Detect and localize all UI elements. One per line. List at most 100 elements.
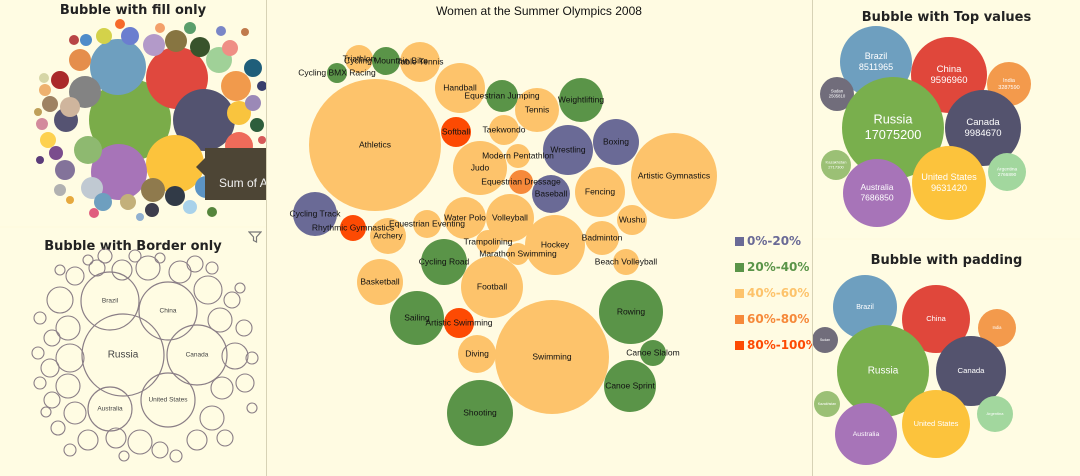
bubble-taekwondo[interactable] (489, 115, 519, 145)
bubble[interactable] (155, 23, 165, 33)
bubble[interactable] (65, 266, 85, 286)
bubble-volleyball[interactable] (486, 194, 534, 242)
bubble[interactable] (250, 118, 264, 132)
bubble[interactable] (223, 291, 241, 309)
bubble-argentina[interactable] (988, 153, 1026, 191)
bubble-handball[interactable] (435, 63, 485, 113)
bubble[interactable] (165, 30, 187, 52)
bubble-australia[interactable] (843, 159, 911, 227)
bubble[interactable] (244, 59, 262, 77)
bubble-rhythmic-gymnastics[interactable] (340, 215, 366, 241)
bubble[interactable] (222, 40, 238, 56)
bubble[interactable] (234, 282, 246, 294)
bubble-shooting[interactable] (447, 380, 513, 446)
bubble-table-tennis[interactable] (400, 42, 440, 82)
bubble[interactable] (74, 136, 102, 164)
bubble[interactable] (81, 177, 103, 199)
bubble[interactable] (91, 144, 147, 200)
bubble[interactable] (184, 22, 196, 34)
bubble-trampolining[interactable] (476, 230, 500, 254)
bubble[interactable] (33, 376, 47, 390)
bubble-india[interactable] (978, 309, 1016, 347)
bubble[interactable] (31, 346, 45, 360)
bubble-badminton[interactable] (585, 221, 619, 255)
bubble[interactable] (186, 255, 204, 273)
legend-item[interactable]: 20%-40% (735, 254, 818, 280)
legend-item[interactable]: 60%-80% (735, 306, 818, 332)
bubble-rowing[interactable] (599, 280, 663, 344)
bubble[interactable] (190, 37, 210, 57)
bubble[interactable] (127, 429, 153, 455)
bubble-athletics[interactable] (309, 79, 441, 211)
bubble[interactable] (96, 28, 112, 44)
bubble[interactable] (36, 156, 44, 164)
bubble-russia[interactable] (81, 313, 165, 397)
bubble[interactable] (141, 178, 165, 202)
bubble-judo[interactable] (453, 141, 507, 195)
bubble-argentina[interactable] (977, 396, 1013, 432)
bubble[interactable] (50, 420, 66, 436)
bubble-weightlifting[interactable] (559, 78, 603, 122)
bubble[interactable] (183, 200, 197, 214)
bubble-china[interactable] (138, 281, 198, 341)
bubble[interactable] (55, 315, 81, 341)
bubble[interactable] (151, 441, 169, 459)
bubble[interactable] (36, 118, 48, 130)
bubble[interactable] (199, 405, 225, 431)
bubble-russia[interactable] (842, 77, 944, 179)
bubble-baseball[interactable] (532, 175, 570, 213)
bubble[interactable] (154, 252, 166, 264)
bubble-brazil[interactable] (833, 275, 897, 339)
bubble-softball[interactable] (441, 117, 471, 147)
bubble[interactable] (40, 358, 60, 378)
bubble-equestrian-dressage[interactable] (509, 170, 533, 194)
bubble[interactable] (55, 373, 81, 399)
bubble-united-states[interactable] (140, 372, 196, 428)
bubble[interactable] (55, 343, 85, 373)
bubble[interactable] (258, 136, 266, 144)
bubble[interactable] (245, 95, 261, 111)
legend-item[interactable]: 80%-100% (735, 332, 818, 358)
bubble-canada[interactable] (936, 336, 1006, 406)
bubble-marathon-swimming[interactable] (507, 243, 529, 265)
bubble[interactable] (227, 101, 251, 125)
bubble[interactable] (193, 275, 223, 305)
bubble[interactable] (169, 449, 183, 463)
bubble[interactable] (43, 329, 61, 347)
bubble[interactable] (49, 146, 63, 160)
bubble[interactable] (235, 373, 255, 393)
bubble-cycling-track[interactable] (293, 192, 337, 236)
bubble-sudan[interactable] (813, 327, 838, 353)
bubble-hockey[interactable] (525, 215, 585, 275)
bubble-equestrian-jumping[interactable] (486, 80, 518, 112)
bubble[interactable] (63, 401, 87, 425)
bubble[interactable] (120, 194, 136, 210)
bubble[interactable] (168, 260, 192, 284)
bubble[interactable] (216, 429, 234, 447)
bubble[interactable] (257, 81, 266, 91)
bubble[interactable] (186, 429, 208, 451)
bubble[interactable] (34, 108, 42, 116)
bubble-diving[interactable] (458, 335, 496, 373)
bubble-beach-volleyball[interactable] (613, 249, 639, 275)
bubble-artistic-swimming[interactable] (444, 308, 474, 338)
bubble-football[interactable] (461, 256, 523, 318)
bubble-australia[interactable] (87, 386, 133, 432)
legend-item[interactable]: 40%-60% (735, 280, 818, 306)
bubble[interactable] (66, 196, 74, 204)
bubble-russia[interactable] (837, 325, 929, 417)
bubble[interactable] (235, 319, 253, 337)
bubble[interactable] (90, 39, 146, 95)
bubble[interactable] (33, 311, 47, 325)
bubble[interactable] (136, 213, 144, 221)
bubble[interactable] (88, 259, 106, 277)
bubble[interactable] (173, 89, 235, 151)
bubble-fencing[interactable] (575, 167, 625, 217)
bubble-modern-pentathlon[interactable] (506, 144, 530, 168)
bubble-equestrian-eventing[interactable] (413, 210, 441, 238)
bubble[interactable] (46, 286, 74, 314)
bubble[interactable] (40, 406, 52, 418)
bubble[interactable] (69, 49, 91, 71)
bubble-canoe-slalom[interactable] (640, 340, 666, 366)
bubble[interactable] (221, 71, 251, 101)
